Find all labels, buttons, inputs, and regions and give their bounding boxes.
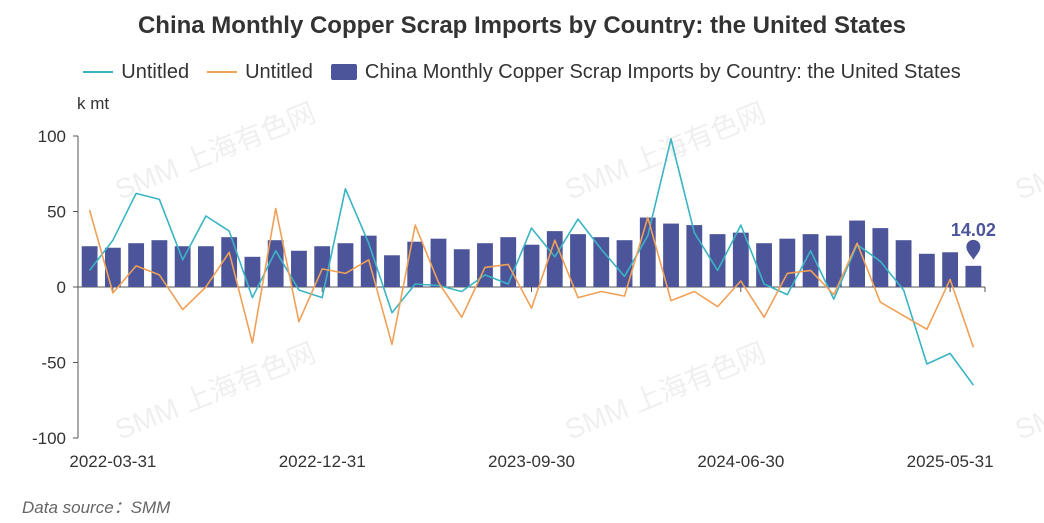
legend-label-line-2: Untitled <box>245 60 313 83</box>
watermark-text: SMM 上海有色网 <box>1011 337 1044 446</box>
last-value-pin <box>966 239 981 260</box>
legend-swatch-bars <box>330 64 357 80</box>
bar <box>965 265 982 287</box>
bar <box>756 243 772 287</box>
bar <box>81 246 98 287</box>
watermark-text: SMM 上海有色网 <box>111 337 320 446</box>
last-value-label: 14.02 <box>951 220 996 240</box>
bar <box>198 246 214 287</box>
bar <box>546 231 563 287</box>
line-series-1 <box>88 138 975 386</box>
x-tick-label: 2022-03-31 <box>69 452 156 471</box>
legend-label-line-1: Untitled <box>121 60 190 83</box>
bar <box>895 240 912 287</box>
bar <box>244 256 261 287</box>
x-tick-label: 2025-05-31 <box>907 452 994 471</box>
bar <box>942 252 959 287</box>
chart-title: China Monthly Copper Scrap Imports by Co… <box>137 12 907 39</box>
bar <box>686 225 703 287</box>
bar <box>291 250 307 287</box>
bar <box>407 241 424 287</box>
bar <box>151 240 168 287</box>
bar <box>616 240 633 287</box>
y-tick-label: -50 <box>41 354 66 373</box>
bar <box>825 235 842 287</box>
y-tick-label: 100 <box>38 127 66 146</box>
legend: Untitled Untitled China Monthly Copper S… <box>0 58 1044 86</box>
bar <box>337 243 354 287</box>
bar <box>384 255 400 287</box>
legend-item-line-1[interactable]: Untitled <box>83 61 189 84</box>
watermark-text: SMM 上海有色网 <box>561 337 770 446</box>
watermark-text: SMM 上海有色网 <box>111 97 320 206</box>
bar <box>221 237 238 287</box>
watermark-text: SMM 上海有色网 <box>561 97 770 206</box>
bar <box>779 238 796 287</box>
line-series <box>88 138 975 386</box>
bar <box>430 238 447 287</box>
y-tick-label: -100 <box>32 429 66 448</box>
legend-swatch-line-1 <box>83 71 114 73</box>
axes: -100 -50 0 50 100 2022-03-31 2022-12-31 2023-09… <box>32 127 994 471</box>
data-source: Data source：SMM <box>22 498 171 517</box>
legend-label-bars: China Monthly Copper Scrap Imports by Co… <box>364 60 961 83</box>
y-axis-unit: k mt <box>77 94 110 113</box>
bar <box>709 234 726 287</box>
bar <box>104 247 121 287</box>
legend-item-bars[interactable]: China Monthly Copper Scrap Imports by Co… <box>330 60 961 84</box>
x-tick-label: 2022-12-31 <box>279 452 366 471</box>
bar <box>918 253 935 287</box>
legend-item-line-2[interactable]: Untitled <box>207 61 313 84</box>
bar <box>639 217 656 287</box>
line-series-2 <box>88 207 975 348</box>
data-labels: 14.02 <box>951 220 996 260</box>
bar <box>570 234 586 287</box>
bar <box>663 223 679 287</box>
y-tick-label: 0 <box>57 278 66 297</box>
bar-series <box>81 217 982 287</box>
bar <box>523 244 540 287</box>
y-tick-label: 50 <box>47 203 66 222</box>
bar <box>872 228 889 287</box>
bar <box>593 237 610 287</box>
bar <box>732 232 749 287</box>
watermark-text: SMM 上海有色网 <box>1011 97 1044 206</box>
bar <box>453 249 470 287</box>
x-tick-label: 2023-09-30 <box>488 452 575 471</box>
bar <box>267 240 284 287</box>
legend-swatch-line-2 <box>207 71 238 73</box>
x-tick-label: 2024-06-30 <box>697 452 784 471</box>
bar <box>174 246 191 287</box>
bar <box>849 220 865 287</box>
bar <box>500 237 517 287</box>
